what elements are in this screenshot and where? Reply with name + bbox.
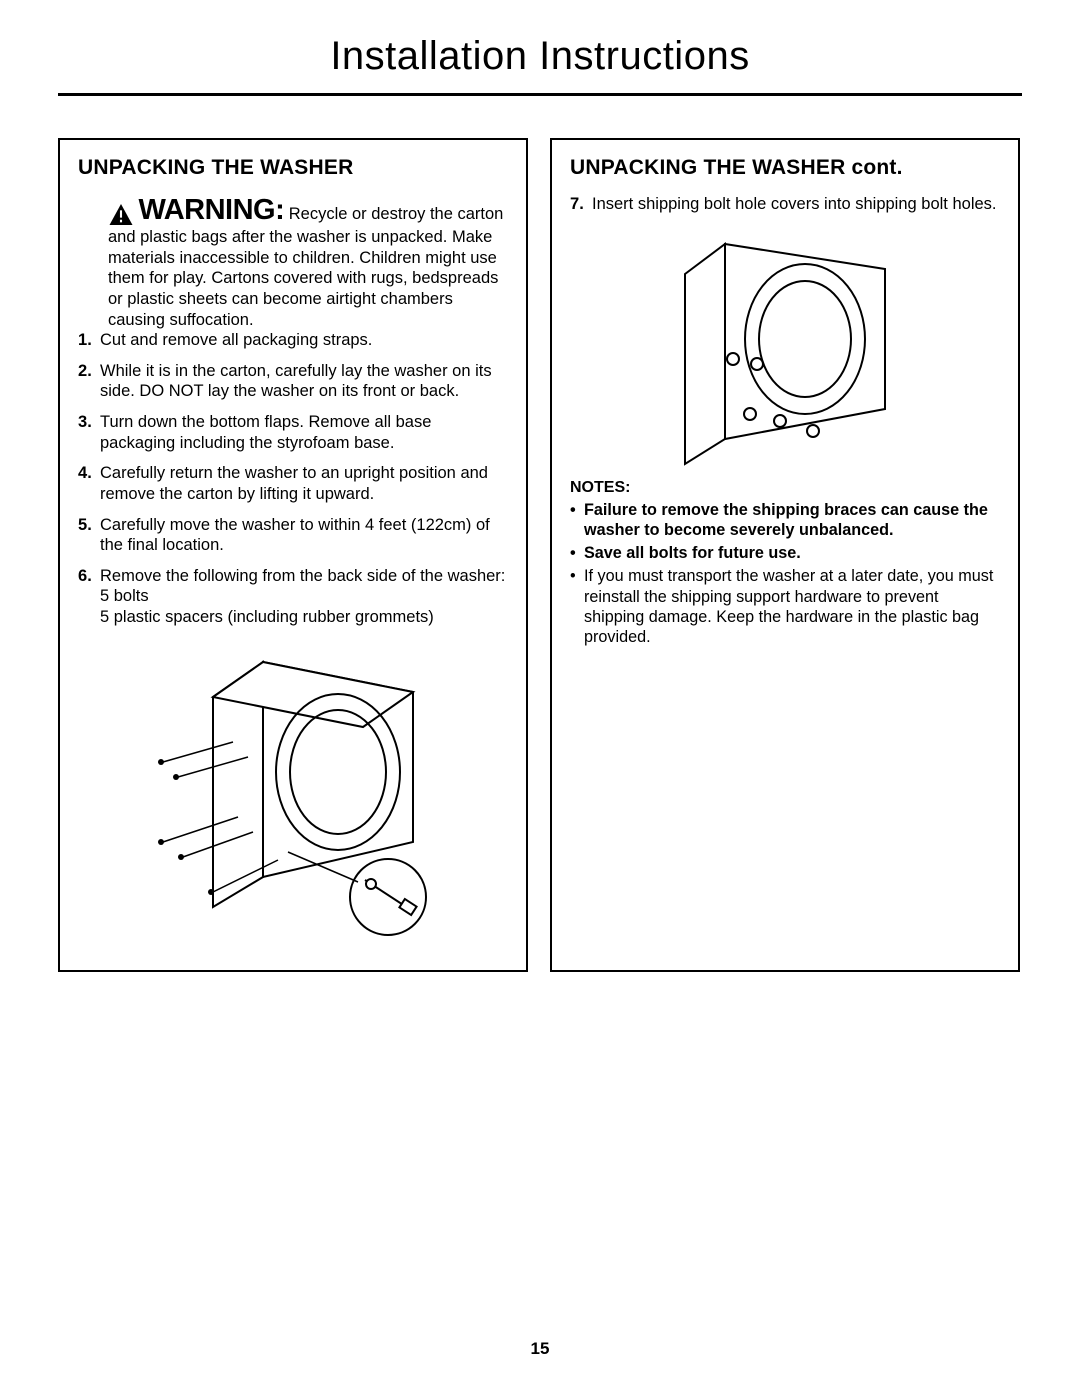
page-title: Installation Instructions <box>0 0 1080 93</box>
right-panel: UNPACKING THE WASHER cont. Insert shippi… <box>550 138 1020 972</box>
step-5: Carefully move the washer to within 4 fe… <box>78 515 508 556</box>
step-6: Remove the following from the back side … <box>78 566 508 628</box>
step-6-line1: Remove the following from the back side … <box>100 567 505 585</box>
washer-covers-diagram <box>655 229 915 469</box>
step-7: Insert shipping bolt hole covers into sh… <box>570 194 1000 215</box>
notes-list: Failure to remove the shipping braces ca… <box>570 500 1000 648</box>
left-panel: UNPACKING THE WASHER WARNING: Recycle or… <box>58 138 528 972</box>
step-2: While it is in the carton, carefully lay… <box>78 361 508 402</box>
note-1: Failure to remove the shipping braces ca… <box>570 500 1000 541</box>
left-panel-heading: UNPACKING THE WASHER <box>78 156 508 180</box>
warning-block: WARNING: Recycle or destroy the carton a… <box>78 194 508 330</box>
warning-icon <box>108 203 134 226</box>
notes-heading: NOTES: <box>570 479 1000 497</box>
content-columns: UNPACKING THE WASHER WARNING: Recycle or… <box>0 96 1080 972</box>
steps-list-cont: Insert shipping bolt hole covers into sh… <box>570 194 1000 215</box>
page-number: 15 <box>0 1339 1080 1359</box>
step-1: Cut and remove all packaging straps. <box>78 330 508 351</box>
note-2: Save all bolts for future use. <box>570 543 1000 563</box>
warning-word: WARNING: <box>138 194 284 226</box>
step-6-line2: 5 bolts <box>100 586 508 607</box>
step-3: Turn down the bottom flaps. Remove all b… <box>78 412 508 453</box>
step-4: Carefully return the washer to an uprigh… <box>78 463 508 504</box>
right-panel-heading: UNPACKING THE WASHER cont. <box>570 156 1000 180</box>
step-6-line3: 5 plastic spacers (including rubber grom… <box>100 607 508 628</box>
note-3: If you must transport the washer at a la… <box>570 566 1000 647</box>
steps-list: Cut and remove all packaging straps. Whi… <box>78 330 508 628</box>
washer-bolts-diagram <box>143 642 443 942</box>
